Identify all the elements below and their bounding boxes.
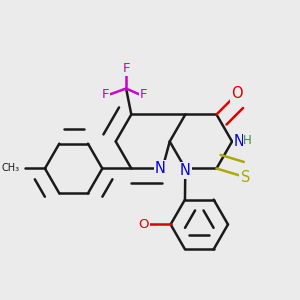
Text: CH₃: CH₃ bbox=[2, 164, 20, 173]
Text: F: F bbox=[140, 88, 147, 101]
Text: F: F bbox=[122, 62, 130, 75]
Text: N: N bbox=[180, 163, 191, 178]
Text: N: N bbox=[155, 161, 166, 176]
Text: N: N bbox=[234, 134, 244, 149]
Text: O: O bbox=[139, 218, 149, 231]
Text: O: O bbox=[231, 86, 243, 101]
Text: S: S bbox=[241, 169, 250, 184]
Text: F: F bbox=[102, 88, 109, 101]
Text: H: H bbox=[243, 134, 252, 147]
